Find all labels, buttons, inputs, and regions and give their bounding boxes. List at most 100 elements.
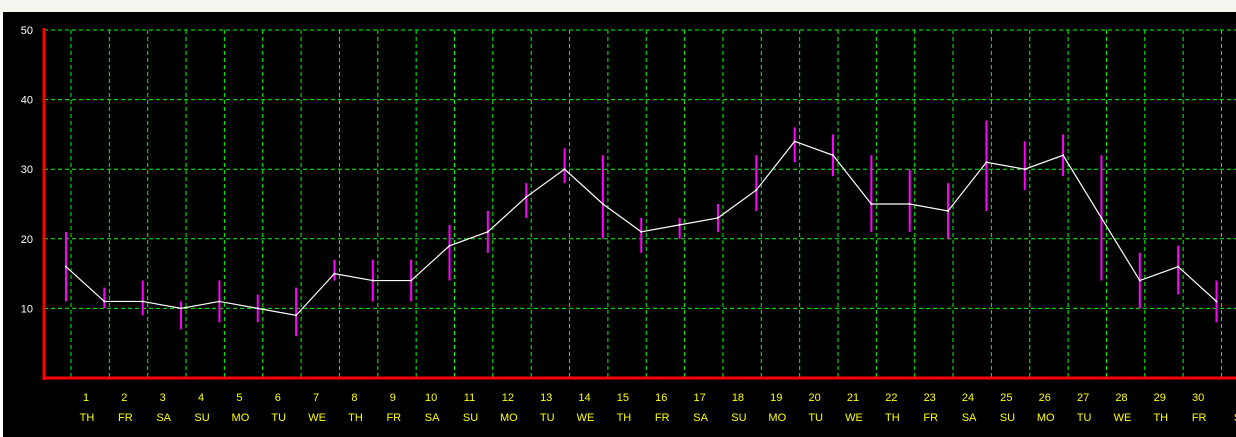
y-tick-label: 40 <box>21 95 33 107</box>
x-weekday-label: FR <box>386 412 401 424</box>
data-point <box>486 230 489 233</box>
x-weekday-label: WE <box>308 412 326 424</box>
x-weekday-label: TH <box>617 412 632 424</box>
x-weekday-label: WE <box>845 412 863 424</box>
x-date-label: 25 <box>1000 392 1012 404</box>
x-weekday-label: TH <box>1153 412 1168 424</box>
data-point <box>716 216 719 219</box>
data-point <box>295 314 298 317</box>
data-point <box>985 161 988 164</box>
x-weekday-label: S <box>1234 412 1236 424</box>
x-weekday-label: TH <box>885 412 900 424</box>
data-point <box>410 279 413 282</box>
x-date-label: 13 <box>540 392 552 404</box>
data-point <box>755 189 758 192</box>
x-weekday-label: SA <box>693 412 708 424</box>
y-tick-label: 50 <box>21 25 33 37</box>
y-tick-label: 30 <box>21 164 33 176</box>
x-date-label: 18 <box>732 392 744 404</box>
x-date-label: 9 <box>390 392 396 404</box>
data-point <box>256 307 259 310</box>
x-weekday-label: FR <box>923 412 938 424</box>
x-weekday-label: SU <box>463 412 478 424</box>
x-weekday-label: SU <box>194 412 209 424</box>
data-point <box>601 203 604 205</box>
x-weekday-label: SA <box>962 412 977 424</box>
x-weekday-label: FR <box>118 412 133 424</box>
data-point <box>141 300 144 303</box>
x-date-label: 17 <box>693 392 705 404</box>
x-date-label: 8 <box>351 392 357 404</box>
data-point <box>1100 216 1103 219</box>
x-date-label: 16 <box>655 392 667 404</box>
data-point <box>333 272 336 275</box>
x-date-label: 28 <box>1115 392 1127 404</box>
x-date-label: 19 <box>770 392 782 404</box>
x-weekday-label: TH <box>348 412 363 424</box>
data-point <box>947 209 950 212</box>
x-date-label: 21 <box>847 392 859 404</box>
x-date-label: 7 <box>313 392 319 404</box>
data-point <box>180 307 183 310</box>
data-point <box>1062 154 1065 157</box>
x-date-label: 4 <box>198 392 204 404</box>
x-date-label: 5 <box>236 392 242 404</box>
x-date-label: 29 <box>1154 392 1166 404</box>
x-date-label: 22 <box>885 392 897 404</box>
data-point <box>371 279 374 282</box>
chart-panel: 10 20 30 40 50 1 2 3 4 5 6 7 8 9 10 11 12 13 14 15 16 17 18 19 2… <box>3 12 1236 437</box>
data-point <box>448 244 451 247</box>
data-point <box>525 196 528 199</box>
x-weekday-label: FR <box>655 412 670 424</box>
x-date-label: 14 <box>578 392 590 404</box>
data-point <box>218 300 221 303</box>
x-date-label: 15 <box>617 392 629 404</box>
x-weekday-label: TU <box>1077 412 1092 424</box>
x-weekday-label: SU <box>1000 412 1015 424</box>
x-date-label: 2 <box>121 392 127 404</box>
data-point <box>65 265 67 268</box>
y-tick-label: 20 <box>21 234 33 246</box>
x-date-label: 27 <box>1077 392 1089 404</box>
x-weekday-label: TU <box>808 412 823 424</box>
x-weekday-label: MO <box>1037 412 1055 424</box>
x-date-label: 23 <box>924 392 936 404</box>
data-point <box>793 140 796 143</box>
x-weekday-label: FR <box>1192 412 1207 424</box>
x-weekday-label: MO <box>768 412 786 424</box>
x-date-label: 3 <box>160 392 166 404</box>
x-weekday-label: SU <box>731 412 746 424</box>
x-date-label: 24 <box>962 392 974 404</box>
y-tick-label: 10 <box>21 303 33 315</box>
data-point <box>1215 300 1218 303</box>
x-weekday-label: SA <box>156 412 171 424</box>
x-weekday-label: MO <box>232 412 250 424</box>
x-weekday-label: WE <box>577 412 595 424</box>
x-date-label: 10 <box>425 392 437 404</box>
x-weekday-label: SA <box>425 412 440 424</box>
data-point <box>103 300 106 303</box>
data-point <box>640 230 643 233</box>
x-date-label: 26 <box>1039 392 1051 404</box>
data-point <box>1177 265 1180 268</box>
x-weekday-label: WE <box>1114 412 1132 424</box>
x-weekday-label: TU <box>540 412 555 424</box>
data-point <box>1138 279 1141 282</box>
window-title-bar <box>0 0 1236 12</box>
x-weekday-label: MO <box>500 412 518 424</box>
data-point <box>908 203 911 205</box>
x-date-label: 12 <box>502 392 514 404</box>
data-point <box>870 203 873 205</box>
x-date-label: 30 <box>1192 392 1204 404</box>
x-weekday-label: TU <box>271 412 286 424</box>
data-point <box>832 154 834 157</box>
x-date-label: 20 <box>809 392 821 404</box>
x-date-label: 11 <box>464 392 475 404</box>
x-date-label: 6 <box>275 392 281 404</box>
data-point <box>678 223 681 226</box>
data-point <box>1023 168 1026 171</box>
x-date-label: 1 <box>83 392 89 404</box>
x-weekday-label: TH <box>80 412 95 424</box>
data-point <box>563 168 566 171</box>
